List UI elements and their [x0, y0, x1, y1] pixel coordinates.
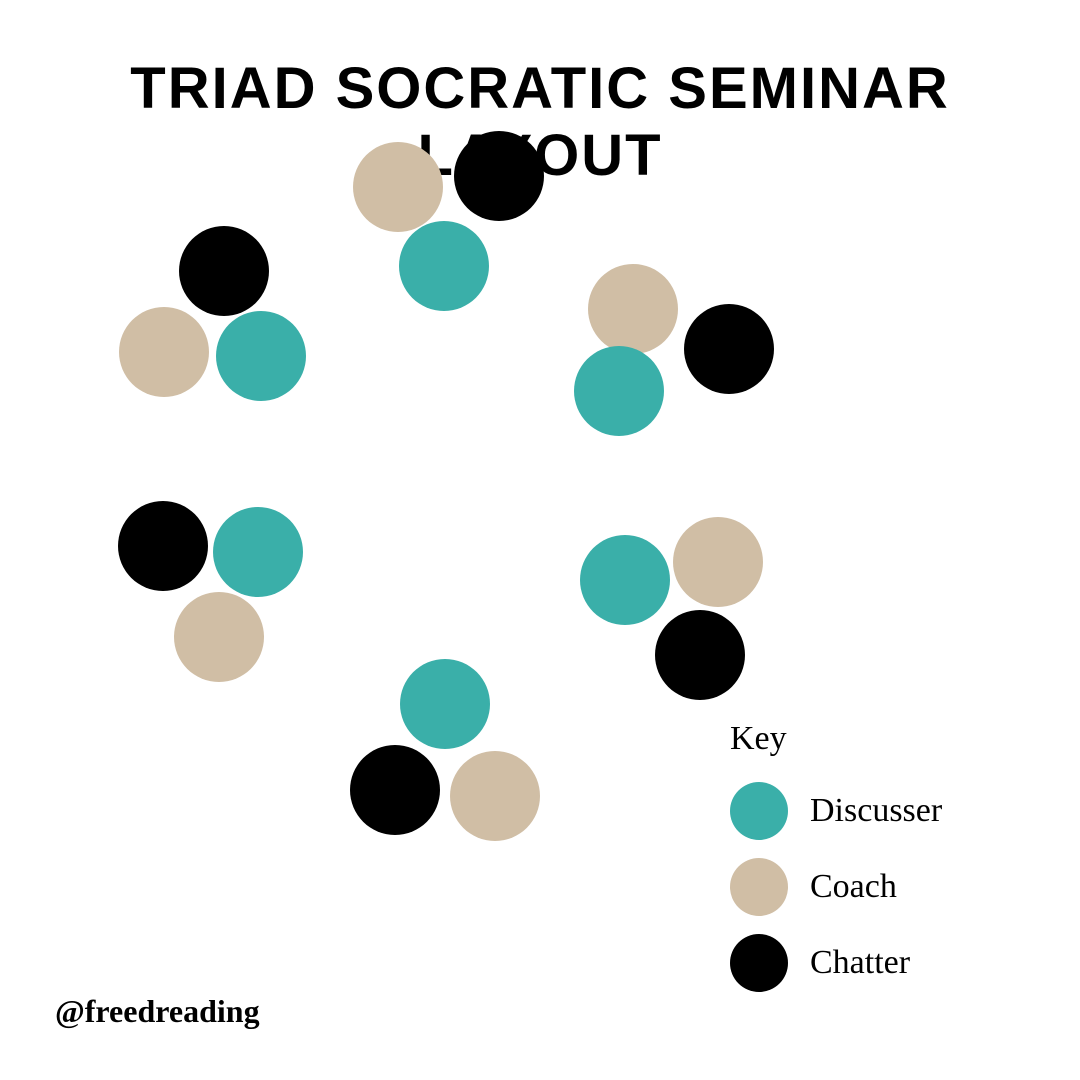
chatter-dot [350, 745, 440, 835]
discusser-dot [216, 311, 306, 401]
discusser-dot [574, 346, 664, 436]
chatter-dot [118, 501, 208, 591]
discusser-dot [213, 507, 303, 597]
legend-label: Discusser [810, 792, 942, 830]
discusser-dot [580, 535, 670, 625]
legend-item-chatter: Chatter [730, 934, 990, 992]
coach-dot [119, 307, 209, 397]
coach-dot [588, 264, 678, 354]
chatter-dot [655, 610, 745, 700]
discusser-dot [399, 221, 489, 311]
chatter-dot [684, 304, 774, 394]
coach-dot [174, 592, 264, 682]
coach-dot [353, 142, 443, 232]
legend-label: Chatter [810, 944, 910, 982]
chatter-dot [179, 226, 269, 316]
legend: Key Discusser Coach Chatter [730, 720, 990, 1010]
legend-item-coach: Coach [730, 858, 990, 916]
author-handle: @freedreading [55, 993, 260, 1030]
coach-swatch-icon [730, 858, 788, 916]
discusser-swatch-icon [730, 782, 788, 840]
chatter-dot [454, 131, 544, 221]
coach-dot [450, 751, 540, 841]
coach-dot [673, 517, 763, 607]
discusser-dot [400, 659, 490, 749]
legend-item-discusser: Discusser [730, 782, 990, 840]
legend-label: Coach [810, 868, 897, 906]
legend-title: Key [730, 720, 990, 758]
chatter-swatch-icon [730, 934, 788, 992]
